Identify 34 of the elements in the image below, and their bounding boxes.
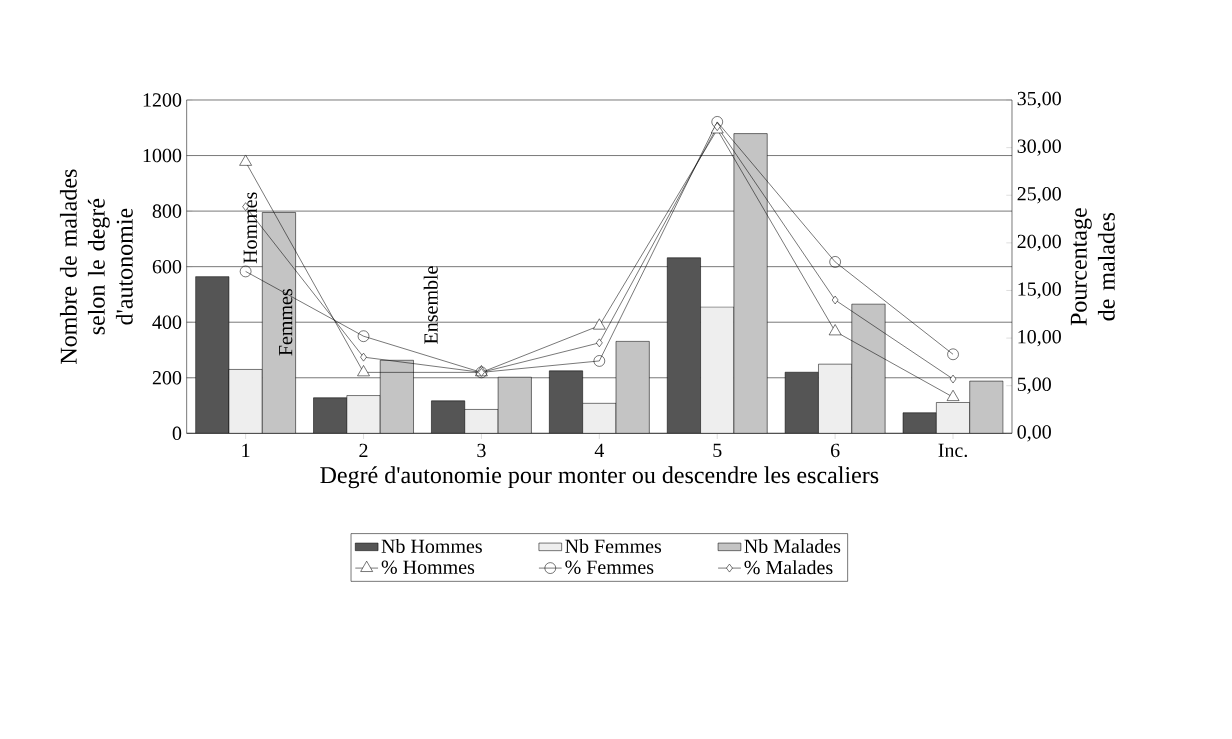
y-tick-label: 600	[152, 260, 182, 274]
y-tick-label: 800	[152, 204, 182, 219]
y-tick-label: 400	[152, 315, 182, 330]
legend-label: Nb Malades	[744, 539, 841, 554]
y2-tick-label: 30,00	[1017, 139, 1061, 156]
legend-label: Nb Hommes	[381, 539, 482, 554]
y-tick-label: 0	[172, 426, 182, 441]
legend-label: % Malades	[744, 560, 833, 575]
x-tick-label: Inc.	[938, 443, 967, 458]
legend-label: % Femmes	[565, 560, 654, 575]
y-axis-title: Nombre de malades selon le degré d'autonomie	[59, 169, 133, 365]
y-tick-label: 1000	[143, 148, 182, 163]
y2-tick-label: 10,00	[1018, 330, 1061, 347]
x-tick-label: 3	[477, 443, 486, 458]
y2-tick-label: 20,00	[1017, 234, 1061, 252]
x-tick-label: 2	[359, 443, 368, 458]
x-tick-label: 5	[713, 443, 722, 458]
y-tick-label: 200	[152, 371, 182, 385]
y2-tick-label: 15,00	[1018, 282, 1061, 299]
x-tick-label: 1	[242, 443, 250, 458]
x-tick-label: 6	[831, 443, 840, 458]
legend-label: Nb Femmes	[565, 539, 662, 554]
y-tick-label: 1200	[143, 93, 182, 107]
y2-axis-title: Pourcentage de malades	[1070, 208, 1115, 326]
y2-tick-label: 35,00	[1017, 91, 1061, 109]
legend-label: % Hommes	[381, 560, 475, 575]
annotation: Hommes	[243, 192, 257, 264]
y2-tick-label: 0,00	[1017, 425, 1051, 442]
annotation: Femmes	[279, 289, 293, 356]
x-axis-title: Degré d'autonomie pour monter ou descendre les escaliers	[320, 466, 879, 489]
y2-tick-label: 5,00	[1017, 377, 1051, 395]
y2-tick-label: 25,00	[1017, 187, 1061, 204]
x-tick-label: 4	[594, 443, 605, 458]
annotation: Ensemble	[423, 266, 438, 345]
